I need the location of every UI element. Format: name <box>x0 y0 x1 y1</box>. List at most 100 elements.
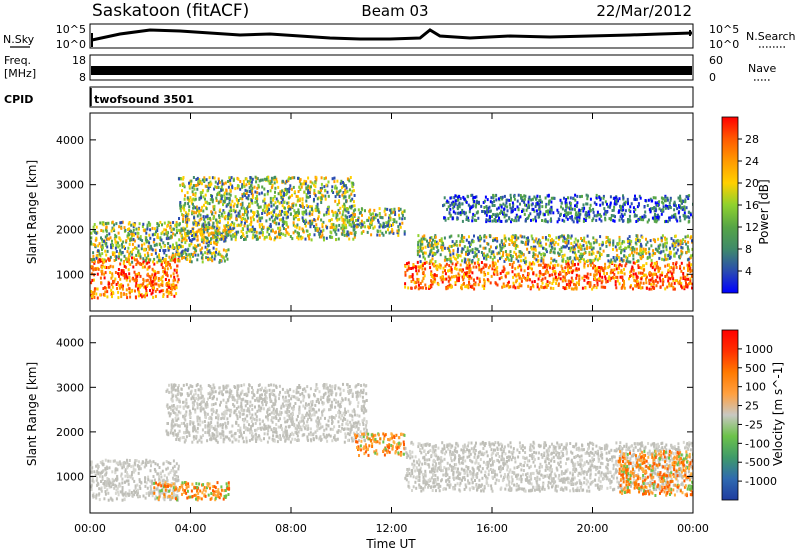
echo-cell <box>261 233 264 237</box>
echo-cell <box>364 225 367 229</box>
echo-cell <box>316 226 319 230</box>
echo-cell <box>192 176 195 179</box>
echo-cell <box>560 249 563 253</box>
echo-cell <box>333 180 336 184</box>
echo-cell <box>331 177 334 181</box>
echo-cell <box>256 214 259 218</box>
echo-cell <box>265 177 268 181</box>
echo-cell <box>483 270 486 274</box>
echo-cell <box>350 204 353 208</box>
echo-cell <box>97 249 100 253</box>
echo-cell <box>164 257 167 261</box>
echo-cell <box>599 198 602 202</box>
echo-cell <box>327 212 330 216</box>
echo-cell <box>350 214 353 217</box>
freq-tick-low: 8 <box>79 71 86 84</box>
echo-cell <box>97 466 100 470</box>
echo-cell <box>520 265 523 269</box>
echo-cell <box>200 238 203 242</box>
echo-cell <box>683 211 686 215</box>
echo-cell <box>237 177 240 181</box>
echo-cell <box>374 213 377 217</box>
echo-cell <box>161 223 163 227</box>
echo-cell <box>511 270 514 274</box>
echo-cell <box>105 228 108 232</box>
echo-cell <box>117 268 120 271</box>
echo-cell <box>175 221 178 225</box>
echo-cell <box>621 285 624 289</box>
echo-cell <box>161 281 164 285</box>
echo-cell <box>503 242 506 246</box>
echo-cell <box>569 196 572 200</box>
echo-cell <box>178 217 180 220</box>
echo-cell <box>161 256 164 260</box>
echo-cell <box>131 242 134 246</box>
echo-cell <box>184 251 187 255</box>
echo-cell <box>325 183 328 187</box>
echo-cell <box>547 270 550 274</box>
echo-cell <box>325 226 328 230</box>
echo-cell <box>221 188 224 192</box>
echo-cell <box>329 230 332 234</box>
echo-cell <box>579 243 582 247</box>
echo-cell <box>545 264 548 267</box>
echo-cell <box>471 216 474 220</box>
echo-cell <box>510 218 513 222</box>
echo-cell <box>603 272 606 275</box>
echo-cell <box>634 272 637 276</box>
echo-cell <box>492 237 495 241</box>
echo-cell <box>176 258 179 262</box>
echo-cell <box>623 254 626 258</box>
echo-cell <box>435 240 438 244</box>
echo-cell <box>592 217 595 221</box>
echo-cell <box>639 196 642 200</box>
echo-cell <box>455 267 458 271</box>
echo-cell <box>679 276 682 280</box>
echo-cell <box>481 210 484 213</box>
echo-cell <box>538 251 541 255</box>
echo-cell <box>671 214 674 218</box>
echo-cell <box>327 205 330 209</box>
echo-cell <box>389 218 392 222</box>
echo-cell <box>464 272 467 276</box>
echo-cell <box>593 258 596 262</box>
echo-cell <box>398 208 401 212</box>
echo-cell <box>486 253 489 257</box>
echo-cell <box>292 204 295 208</box>
echo-cell <box>569 203 572 207</box>
echo-cell <box>227 212 230 216</box>
echo-cell <box>447 246 450 250</box>
echo-cell <box>675 251 678 255</box>
echo-cell <box>469 269 472 273</box>
echo-cell <box>228 209 231 213</box>
echo-cell <box>443 216 446 220</box>
echo-cell <box>430 279 433 283</box>
echo-cell <box>297 218 300 222</box>
echo-cell <box>412 264 415 268</box>
echo-cell <box>201 260 204 264</box>
echo-cell <box>150 253 153 256</box>
echo-cell <box>492 239 494 243</box>
echo-cell <box>230 176 233 180</box>
echo-cell <box>321 222 324 226</box>
echo-cell <box>225 233 228 237</box>
echo-cell <box>100 236 102 240</box>
echo-cell <box>146 283 149 287</box>
echo-cell <box>101 257 104 261</box>
echo-cell <box>528 250 531 254</box>
echo-cell <box>433 253 436 256</box>
echo-cell <box>675 279 678 283</box>
echo-cell <box>510 207 513 211</box>
echo-cell <box>133 246 136 250</box>
echo-cell <box>112 291 115 295</box>
echo-cell <box>245 231 248 235</box>
echo-cell <box>491 215 493 218</box>
echo-cell <box>102 292 105 296</box>
echo-cell <box>618 242 621 246</box>
echo-cell <box>463 197 466 201</box>
echo-cell <box>211 212 213 216</box>
echo-cell <box>225 231 228 234</box>
echo-cell <box>118 274 120 278</box>
echo-cell <box>199 213 202 217</box>
